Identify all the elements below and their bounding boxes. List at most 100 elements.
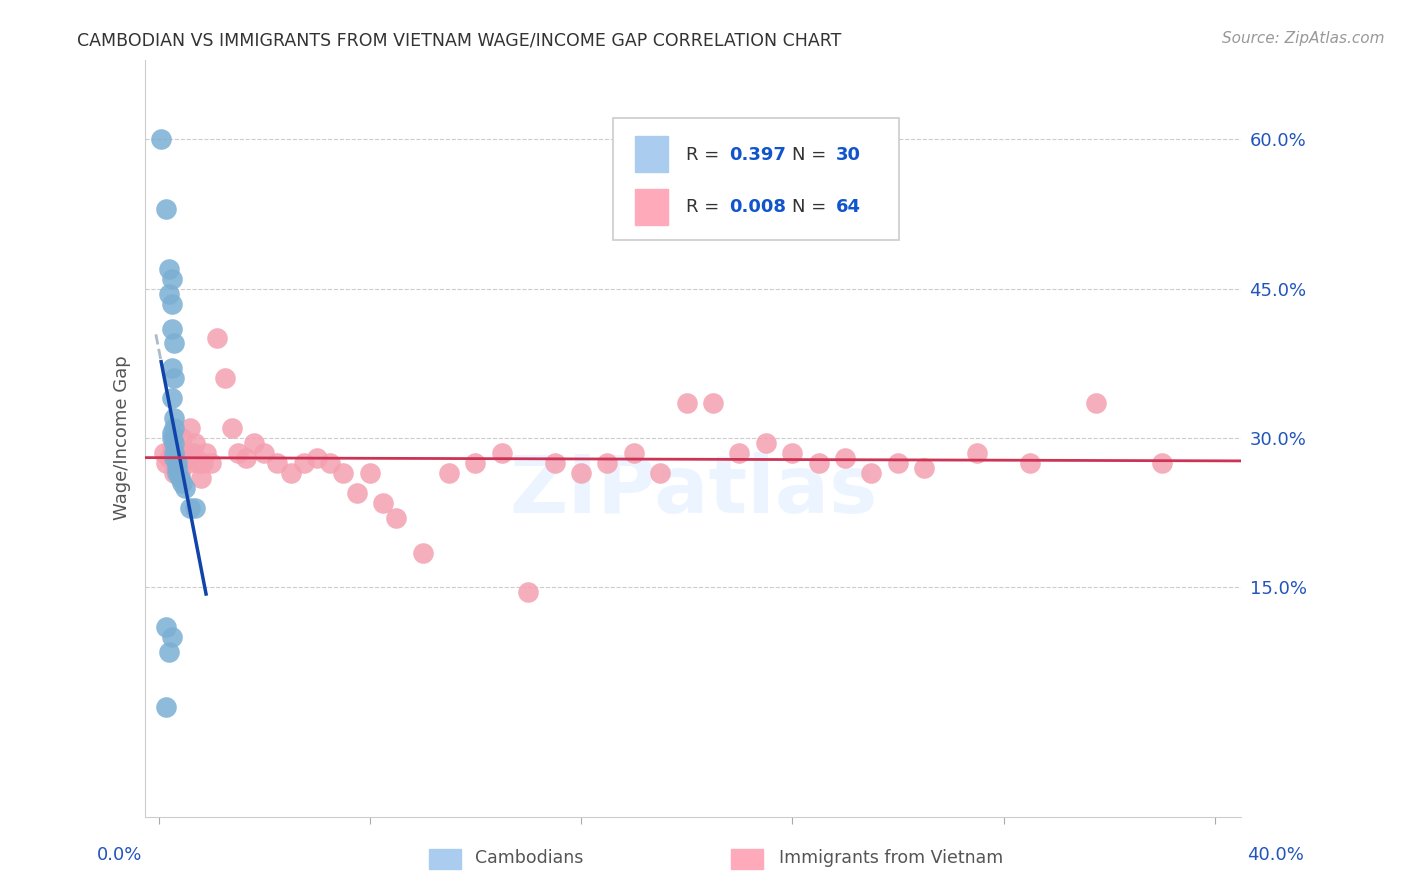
Point: [163, 431, 186, 445]
Point: [491, 446, 513, 460]
Point: [157, 261, 180, 276]
Point: [569, 466, 592, 480]
Text: 40.0%: 40.0%: [1247, 846, 1303, 863]
Point: [163, 371, 186, 385]
Point: [176, 456, 198, 470]
Point: [755, 436, 778, 450]
Point: [517, 585, 540, 599]
Point: [174, 481, 197, 495]
Point: [166, 446, 188, 460]
Point: [371, 496, 394, 510]
Point: [152, 446, 174, 460]
Point: [305, 450, 328, 465]
Point: [166, 456, 188, 470]
Point: [166, 456, 188, 470]
Point: [464, 456, 486, 470]
Point: [174, 446, 197, 460]
Point: [169, 466, 191, 480]
Y-axis label: Wage/Income Gap: Wage/Income Gap: [114, 356, 131, 520]
Point: [160, 361, 183, 376]
Point: [155, 620, 177, 634]
Point: [160, 431, 183, 445]
Point: [166, 466, 188, 480]
FancyBboxPatch shape: [636, 136, 668, 172]
Point: [205, 331, 228, 345]
Point: [319, 456, 342, 470]
Point: [650, 466, 672, 480]
Point: [596, 456, 619, 470]
Point: [160, 391, 183, 405]
Point: [179, 500, 201, 515]
Point: [157, 286, 180, 301]
Point: [193, 456, 215, 470]
Point: [160, 296, 183, 310]
Point: [292, 456, 315, 470]
Text: 64: 64: [835, 198, 860, 217]
Point: [1019, 456, 1042, 470]
Point: [1084, 396, 1107, 410]
Text: Immigrants from Vietnam: Immigrants from Vietnam: [779, 849, 1002, 867]
Point: [412, 546, 434, 560]
Point: [157, 450, 180, 465]
Point: [163, 336, 186, 351]
Text: 0.397: 0.397: [730, 145, 786, 163]
Point: [332, 466, 354, 480]
Point: [160, 426, 183, 441]
Point: [860, 466, 883, 480]
Text: ZIPatlas: ZIPatlas: [509, 452, 877, 530]
Text: CAMBODIAN VS IMMIGRANTS FROM VIETNAM WAGE/INCOME GAP CORRELATION CHART: CAMBODIAN VS IMMIGRANTS FROM VIETNAM WAG…: [77, 31, 842, 49]
Point: [184, 436, 207, 450]
Point: [359, 466, 381, 480]
Point: [155, 700, 177, 714]
Point: [623, 446, 645, 460]
Point: [155, 202, 177, 216]
Point: [172, 475, 194, 490]
Point: [163, 450, 186, 465]
Point: [150, 132, 173, 146]
Point: [675, 396, 697, 410]
Text: 30: 30: [835, 145, 860, 163]
Point: [179, 421, 201, 435]
Point: [160, 630, 183, 644]
Text: Source: ZipAtlas.com: Source: ZipAtlas.com: [1222, 31, 1385, 46]
Point: [181, 446, 204, 460]
Point: [166, 461, 188, 475]
Point: [280, 466, 302, 480]
Point: [385, 510, 408, 524]
Point: [912, 461, 935, 475]
Point: [163, 411, 186, 425]
Point: [187, 456, 209, 470]
FancyBboxPatch shape: [613, 118, 900, 240]
Point: [242, 436, 264, 450]
Point: [160, 446, 183, 460]
Point: [214, 371, 236, 385]
Point: [160, 321, 183, 335]
Point: [163, 446, 186, 460]
Point: [200, 456, 222, 470]
Point: [702, 396, 724, 410]
Point: [887, 456, 910, 470]
Point: [346, 486, 368, 500]
Point: [190, 471, 212, 485]
Point: [163, 466, 186, 480]
Point: [807, 456, 830, 470]
Point: [172, 431, 194, 445]
Point: [160, 441, 183, 455]
Point: [195, 446, 218, 460]
Point: [160, 271, 183, 285]
Text: N =: N =: [792, 145, 832, 163]
Point: [221, 421, 243, 435]
Point: [834, 450, 856, 465]
Point: [172, 456, 194, 470]
Point: [226, 446, 249, 460]
Point: [235, 450, 257, 465]
Point: [966, 446, 988, 460]
Point: [543, 456, 565, 470]
Text: R =: R =: [686, 145, 724, 163]
Point: [169, 471, 191, 485]
Point: [157, 645, 180, 659]
Point: [266, 456, 288, 470]
Point: [184, 500, 207, 515]
Point: [437, 466, 460, 480]
Point: [163, 421, 186, 435]
